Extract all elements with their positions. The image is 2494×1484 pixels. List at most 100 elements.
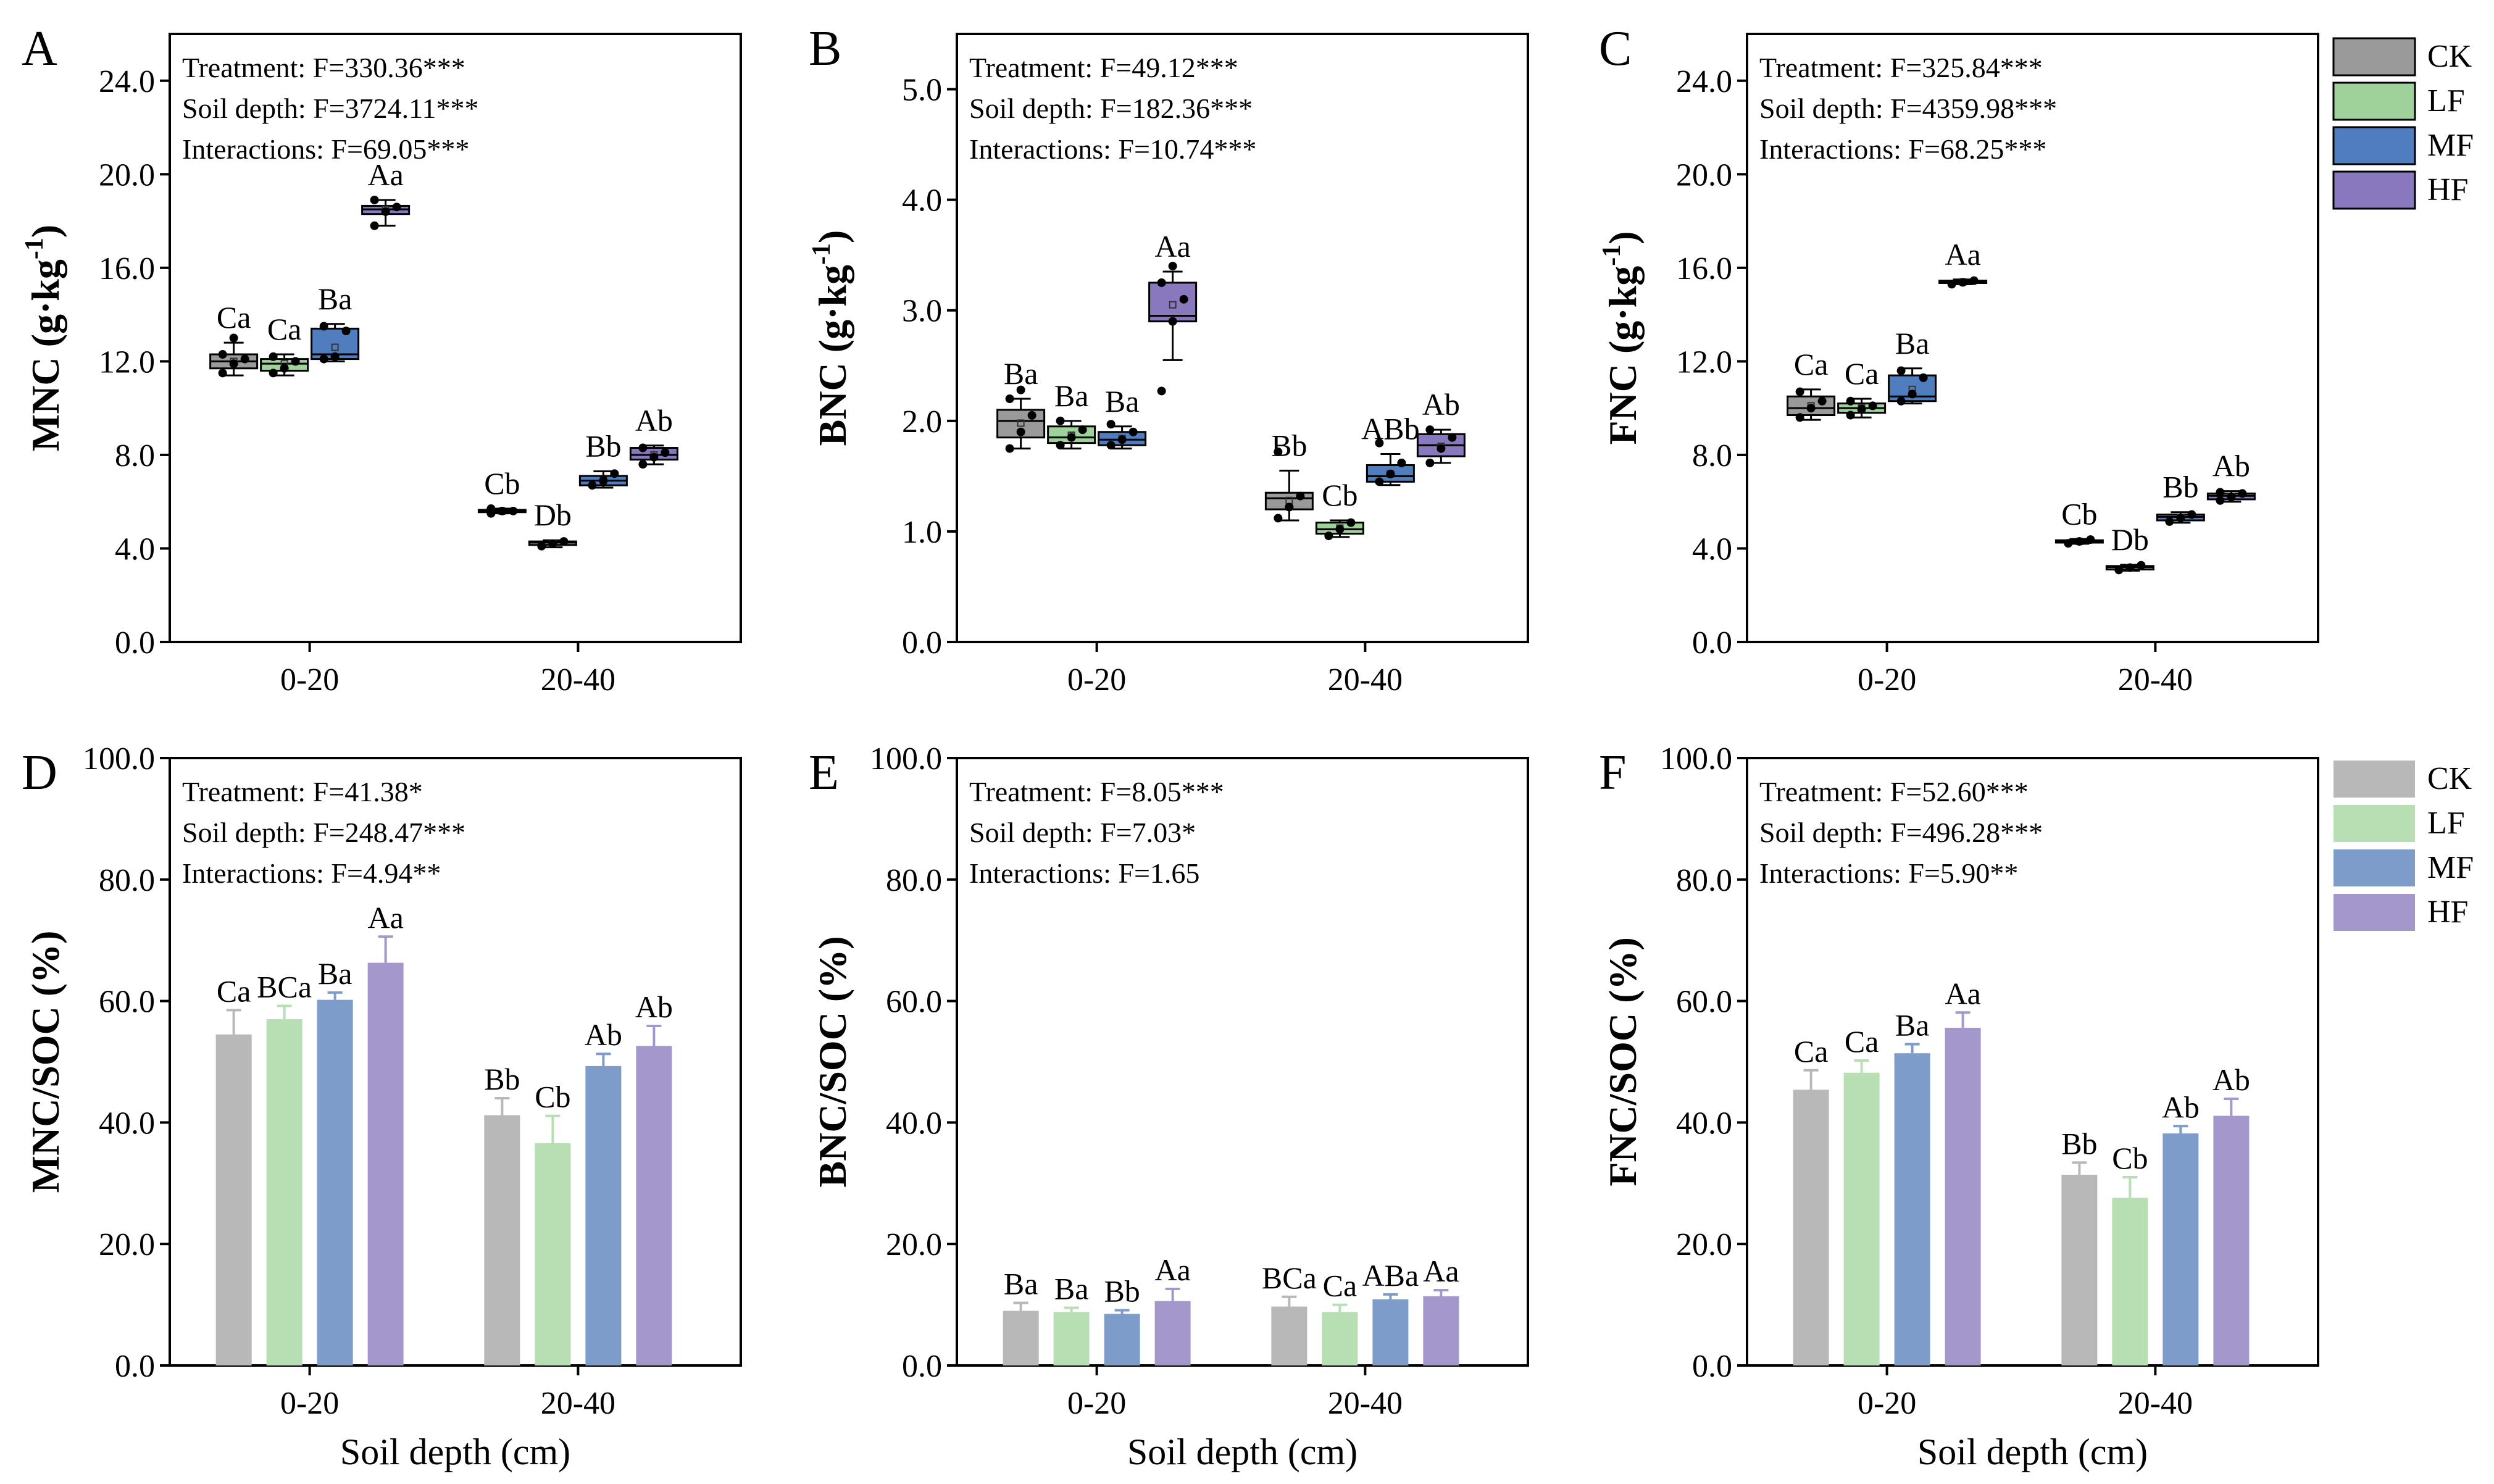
significance-letter: ABa [1362, 1258, 1419, 1293]
stats-line: Treatment: F=52.60*** [1759, 776, 2029, 807]
significance-letter: Ba [318, 281, 352, 316]
significance-letter: Aa [367, 157, 403, 192]
significance-letter: Bb [585, 428, 621, 463]
y-axis-label: BNC (g·kg-1) [807, 230, 854, 446]
data-point [638, 443, 648, 452]
legend-label: HF [2427, 894, 2468, 930]
data-point [1179, 294, 1188, 304]
y-tick-label: 20.0 [99, 157, 155, 193]
y-axis-label-main: MNC/SOC (%) [23, 931, 67, 1193]
stats-line: Soil depth: F=7.03* [969, 817, 1196, 848]
significance-letter: Ba [1105, 384, 1140, 419]
stats-line: Soil depth: F=496.28*** [1759, 817, 2043, 848]
data-point [392, 202, 401, 212]
y-tick-label: 8.0 [1692, 438, 1732, 473]
data-point [1425, 425, 1435, 435]
data-point [638, 460, 648, 469]
stats-line: Treatment: F=325.84*** [1759, 52, 2043, 83]
data-point [1795, 387, 1804, 396]
x-tick-label: 20-40 [1328, 662, 1403, 698]
stats-line: Treatment: F=49.12*** [969, 52, 1238, 83]
data-point [588, 481, 597, 490]
stats-line: Interactions: F=69.05*** [182, 133, 469, 165]
y-tick-label: 0.0 [1692, 1349, 1732, 1384]
y-tick-label: 80.0 [99, 863, 155, 898]
y-tick-label: 20.0 [99, 1227, 155, 1262]
data-point [370, 221, 379, 230]
data-point [2216, 488, 2225, 497]
bar-CK [484, 1115, 520, 1365]
data-point [2137, 561, 2146, 570]
significance-letter: Ca [267, 312, 302, 346]
bar-CK [2061, 1175, 2098, 1365]
panel-B: B 0.0 1.0 2.0 3.0 4.0 5.0 0-20 20-40 BNC (g·kg-1)… [807, 22, 1529, 698]
data-point [498, 506, 507, 515]
x-tick-label: 20-40 [541, 1386, 615, 1421]
data-point [1806, 404, 1816, 413]
x-tick-label: 20-40 [2118, 1386, 2193, 1421]
stats-line: Soil depth: F=3724.11*** [182, 93, 478, 124]
data-point [2227, 493, 2236, 502]
y-tick-label: 24.0 [1676, 64, 1732, 99]
y-axis-label: BNC/SOC (%) [811, 936, 854, 1187]
significance-letter: Cb [1322, 478, 1358, 512]
stats-line: Treatment: F=41.38* [182, 776, 423, 807]
stats-line: Soil depth: F=248.47*** [182, 817, 465, 848]
stats-line: Interactions: F=10.74*** [969, 133, 1256, 165]
significance-letter: BCa [257, 969, 312, 1004]
data-point [1375, 438, 1384, 448]
data-point [1128, 427, 1138, 436]
y-tick-label: 16.0 [1676, 251, 1732, 286]
significance-letter: Ba [1895, 1007, 1930, 1042]
x-axis-label: Soil depth (cm) [1917, 1432, 2148, 1472]
box-mean [331, 343, 339, 351]
data-point [1958, 278, 1967, 287]
y-axis-label-main: MNC (g·kg [23, 259, 67, 451]
data-point [1386, 469, 1395, 478]
data-point [370, 195, 379, 204]
box-mean [1169, 301, 1177, 309]
significance-letter: Ca [1845, 1024, 1879, 1059]
significance-letter: Aa [1423, 1254, 1459, 1288]
plot-frame [169, 33, 742, 643]
data-point [330, 352, 340, 361]
significance-letter: Aa [1945, 237, 1980, 272]
legend-bar: CK LF MF HF [2333, 761, 2474, 931]
data-point [229, 359, 238, 369]
y-axis-label-main: BNC/SOC (%) [811, 936, 854, 1187]
data-point [229, 333, 238, 343]
data-point [1846, 396, 1855, 406]
y-tick-label: 80.0 [1676, 863, 1732, 898]
y-tick-label: 20.0 [1676, 157, 1732, 193]
legend-box: CK LF MF HF [2332, 37, 2474, 210]
data-point [1027, 411, 1036, 420]
x-tick-label: 0-20 [280, 1386, 339, 1421]
significance-letter: Bb [484, 1062, 520, 1096]
x-tick-label: 0-20 [1067, 662, 1126, 698]
significance-letter: Ba [1895, 326, 1930, 361]
y-tick-label: 60.0 [1676, 985, 1732, 1020]
data-point [2238, 489, 2247, 498]
y-tick-label: 1.0 [902, 515, 942, 550]
plot-frame [1746, 33, 2319, 643]
y-tick-label: 24.0 [99, 64, 155, 99]
data-point [2165, 517, 2174, 526]
data-point [1274, 447, 1283, 456]
stats-line: Interactions: F=4.94** [182, 857, 441, 889]
data-point [1919, 373, 1928, 382]
data-point [1896, 396, 1906, 406]
data-point [269, 352, 278, 361]
legend-label: MF [2427, 128, 2474, 163]
data-point [1846, 411, 1855, 420]
significance-letter: Bb [2162, 470, 2198, 504]
bar-MF [1372, 1299, 1409, 1365]
data-point [1857, 405, 1866, 414]
data-point [1896, 366, 1906, 375]
bar-LF [266, 1019, 302, 1365]
data-point [1078, 425, 1087, 435]
bar-LF [2112, 1198, 2148, 1365]
legend-label: LF [2427, 806, 2465, 841]
bar-LF [1322, 1312, 1358, 1365]
legend-swatch-CK [2332, 37, 2416, 77]
